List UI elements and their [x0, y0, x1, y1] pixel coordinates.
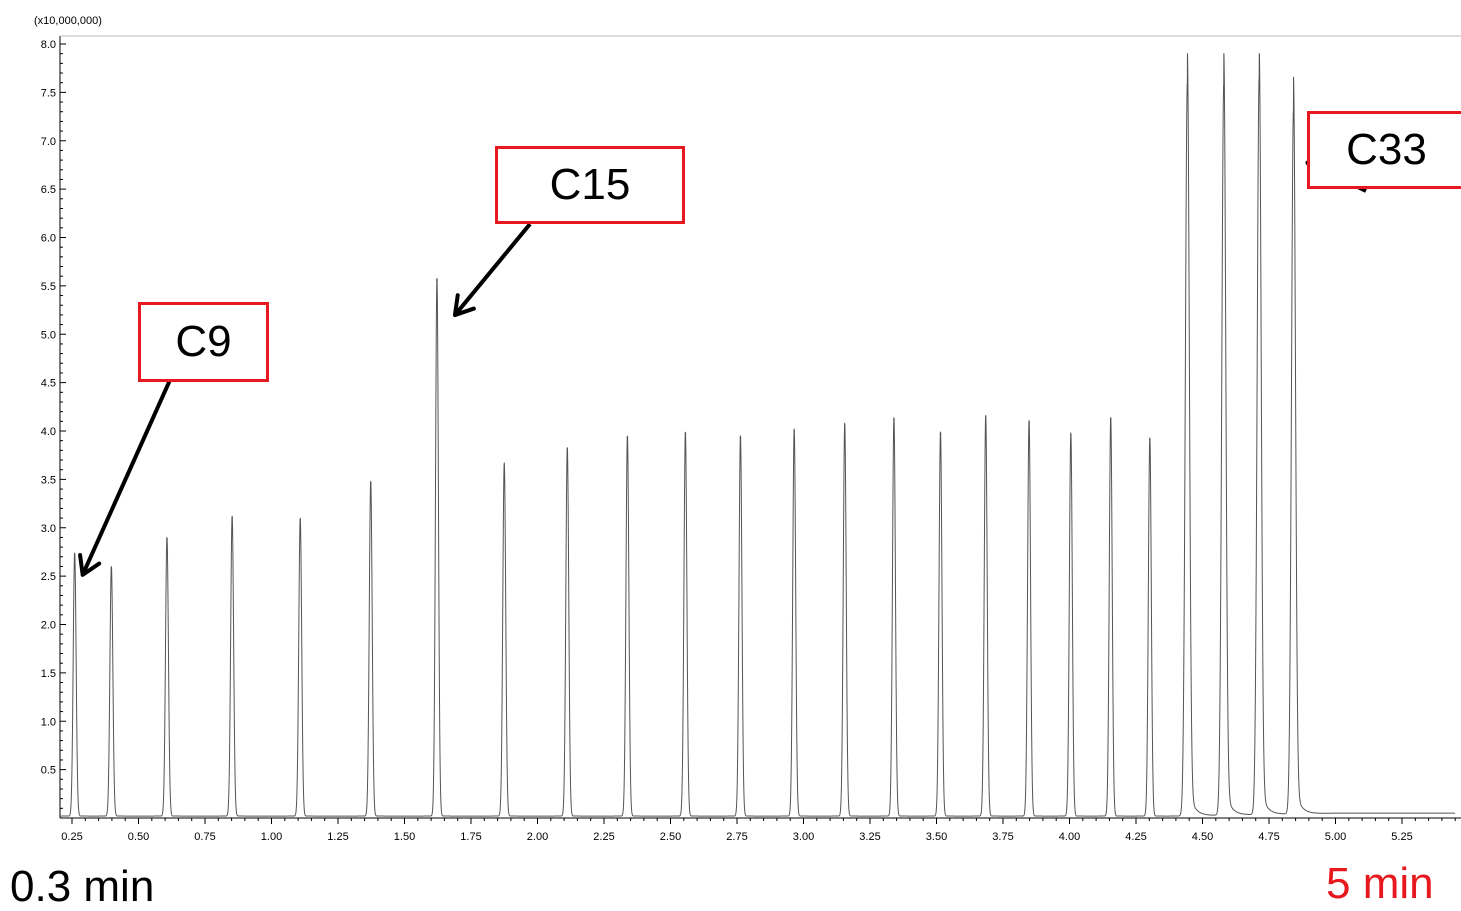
annotation-arrows [78, 158, 1367, 577]
y-axis-ticks: 0.5 1.0 1.5 2.0 2.5 3.0 3.5 4.0 4.5 5.0 5.5 6.0 6.5 7… [41, 39, 66, 809]
peak-apex [984, 416, 987, 419]
x-tick-label: 3.50 [926, 831, 947, 843]
peak-apex [1292, 113, 1295, 116]
y-tick-label: 5.5 [41, 281, 56, 293]
peak-apex [1222, 85, 1225, 88]
x-tick-label: 0.75 [194, 831, 215, 843]
y-tick-label: 7.0 [41, 136, 56, 148]
x-tick-label: 2.50 [660, 831, 681, 843]
x-tick-label: 1.25 [327, 831, 348, 843]
peak-apex [436, 279, 438, 281]
peak-apex [566, 448, 569, 451]
peak-apex [1258, 79, 1260, 82]
peak-apex [73, 554, 76, 556]
peak-apex [110, 567, 113, 570]
peak-apex [893, 418, 895, 421]
y-tick-label: 2.0 [41, 620, 56, 632]
end-time-label: 5 min [1326, 859, 1434, 908]
annotation-arrow-head [452, 293, 476, 318]
x-tick-label: 1.75 [460, 831, 481, 843]
y-tick-label: 6.5 [41, 184, 56, 196]
y-tick-label: 5.0 [41, 329, 56, 341]
x-tick-label: 0.50 [128, 831, 149, 843]
x-tick-label: 2.75 [726, 831, 747, 843]
peak-apex [299, 519, 302, 521]
x-tick-label: 3.75 [992, 831, 1013, 843]
peak-apex [1149, 438, 1151, 441]
x-tick-label: 4.50 [1192, 831, 1213, 843]
peak-apex [1070, 434, 1072, 436]
chromatogram-trace [59, 53, 1456, 817]
y-tick-label: 2.5 [41, 571, 56, 583]
x-tick-label: 4.00 [1059, 831, 1080, 843]
x-tick-label: 0.25 [61, 831, 82, 843]
x-tick-label: 1.00 [261, 831, 282, 843]
peak-apex [503, 464, 506, 466]
x-tick-label: 5.00 [1325, 831, 1346, 843]
peak-apex [843, 424, 846, 426]
annotation-c9: C9 [138, 302, 269, 382]
peak-apex [626, 436, 629, 439]
x-tick-label: 2.00 [527, 831, 548, 843]
x-tick-label: 2.25 [593, 831, 614, 843]
annotation-arrow-shaft [80, 379, 172, 576]
start-time-label: 0.3 min [10, 862, 155, 911]
x-tick-label: 5.25 [1391, 831, 1412, 843]
y-tick-label: 4.0 [41, 426, 56, 438]
peak-apex [369, 482, 372, 485]
y-tick-label: 4.5 [41, 378, 56, 390]
annotation-c15: C15 [495, 146, 685, 224]
x-tick-label: 3.25 [859, 831, 880, 843]
y-tick-label: 3.5 [41, 474, 56, 486]
y-tick-label: 1.0 [41, 716, 56, 728]
axes [59, 35, 1461, 819]
annotation-arrow-shaft [453, 222, 532, 317]
x-tick-label: 4.75 [1258, 831, 1279, 843]
annotation-c33: C33 [1307, 111, 1461, 189]
peak-apex [684, 433, 687, 435]
peak-marks [73, 79, 1295, 570]
peak-apex [793, 430, 795, 432]
x-tick-label: 4.25 [1125, 831, 1146, 843]
peak-apex [1028, 421, 1030, 424]
y-tick-label: 0.5 [41, 765, 56, 777]
peak-apex [1109, 418, 1112, 421]
y-tick-label: 1.5 [41, 668, 56, 680]
y-scale-note: (x10,000,000) [34, 15, 102, 27]
x-tick-label: 3.00 [793, 831, 814, 843]
x-tick-label: 1.50 [394, 831, 415, 843]
x-axis-ticks: 0.25 0.50 0.75 1.00 1.25 1.50 1.75 2.00 2.25 2.50… [61, 818, 1456, 843]
peak-apex [939, 433, 942, 435]
y-tick-label: 3.0 [41, 523, 56, 535]
peak-apex [1186, 84, 1189, 87]
y-tick-label: 7.5 [41, 87, 56, 99]
peak-apex [166, 538, 168, 541]
y-tick-label: 6.0 [41, 233, 56, 245]
annotation-arrow-head [78, 553, 102, 577]
y-tick-label: 8.0 [41, 39, 56, 51]
peak-apex [231, 517, 233, 519]
peak-apex [739, 436, 742, 439]
